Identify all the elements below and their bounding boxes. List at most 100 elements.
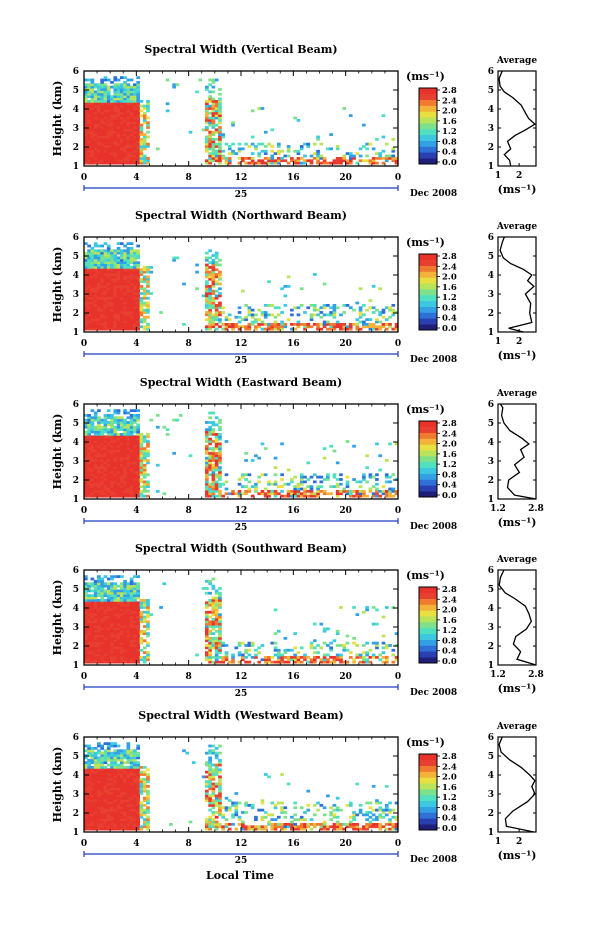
heatmap-cell <box>221 327 226 331</box>
heatmap-cell <box>119 128 124 132</box>
heatmap-cell <box>87 268 91 272</box>
heatmap-cell <box>201 294 206 298</box>
heatmap-cell <box>119 325 124 329</box>
heatmap-cell <box>110 608 114 612</box>
heatmap-cell <box>322 658 327 662</box>
heatmap-cell <box>110 822 114 826</box>
heatmap-cell <box>119 126 124 129</box>
heatmap-cell <box>375 482 379 486</box>
heatmap-cell <box>123 118 127 122</box>
heatmap-cell <box>116 485 121 488</box>
heatmap-cell <box>123 92 127 96</box>
heatmap-cell <box>293 660 297 664</box>
heatmap-cell <box>100 299 105 302</box>
heatmap-cell <box>133 303 137 307</box>
heatmap-cell <box>218 456 222 460</box>
heatmap-cell <box>106 311 111 314</box>
heatmap-cell <box>84 598 88 602</box>
heatmap-cell <box>133 625 137 628</box>
heatmap-cell <box>97 447 101 450</box>
heatmap-cell <box>110 758 114 762</box>
heatmap-cell <box>146 296 150 300</box>
heatmap-cell <box>110 794 114 798</box>
heatmap-cell <box>211 646 216 650</box>
heatmap-cell <box>84 292 88 295</box>
heatmap-cell <box>110 99 114 103</box>
heatmap-cell <box>110 282 114 286</box>
heatmap-cell <box>113 765 118 769</box>
heatmap-cell <box>113 468 118 472</box>
heatmap-cell <box>113 610 118 614</box>
heatmap-cell <box>142 318 147 321</box>
heatmap-cell <box>218 133 222 136</box>
heatmap-cell <box>123 646 127 650</box>
heatmap-cell <box>208 99 212 103</box>
heatmap-cell <box>93 494 98 498</box>
colorbar-swatch <box>419 271 437 278</box>
heatmap-cell <box>100 598 105 602</box>
heatmap-cell <box>352 636 356 640</box>
heatmap-cell <box>123 320 127 324</box>
heatmap-cell <box>106 437 111 441</box>
heatmap-cell <box>90 803 95 807</box>
heatmap-cell <box>87 428 91 431</box>
heatmap-cell <box>273 482 278 486</box>
heatmap-cell <box>208 430 212 434</box>
heatmap-cell <box>116 409 121 412</box>
heatmap-cell <box>84 299 88 302</box>
heatmap-cell <box>299 480 304 484</box>
heatmap-cell <box>113 620 118 624</box>
heatmap-cell <box>205 121 209 125</box>
heatmap-cell <box>106 322 111 326</box>
heatmap-cell <box>322 489 327 493</box>
heatmap-cell <box>139 610 144 614</box>
heatmap-cell <box>133 265 137 269</box>
heatmap-cell <box>139 273 144 276</box>
heatmap-cell <box>116 320 121 324</box>
heatmap-cell <box>84 145 88 148</box>
heatmap-cell <box>84 242 88 245</box>
heatmap-cell <box>97 88 101 91</box>
heatmap-cell <box>113 90 118 94</box>
heatmap-cell <box>365 159 369 163</box>
heatmap-cell <box>106 482 111 486</box>
heatmap-cell <box>123 409 127 412</box>
heatmap-cell <box>270 159 275 163</box>
heatmap-cell <box>84 629 88 633</box>
heatmap-cell <box>309 159 314 163</box>
heatmap-cell <box>270 482 275 486</box>
heatmap-cell <box>358 313 363 317</box>
heatmap-cell <box>136 423 140 427</box>
x-tick-label: 4 <box>133 339 139 349</box>
heatmap-cell <box>322 478 327 481</box>
heatmap-cell <box>384 492 389 496</box>
heatmap-cell <box>375 327 379 331</box>
heatmap-cell <box>100 827 105 831</box>
heatmap-cell <box>126 596 131 600</box>
heatmap-cell <box>234 325 239 329</box>
heatmap-cell <box>103 784 108 788</box>
heatmap-cell <box>280 655 284 659</box>
heatmap-cell <box>97 613 101 616</box>
heatmap-cell <box>332 655 337 659</box>
heatmap-cell <box>93 320 98 324</box>
heatmap-cell <box>133 263 137 267</box>
heatmap-cell <box>146 435 150 439</box>
heatmap-cell <box>244 318 248 321</box>
heatmap-cell <box>214 296 219 300</box>
heatmap-cell <box>208 159 212 163</box>
heatmap-cell <box>139 268 144 272</box>
heatmap-cell <box>123 303 127 307</box>
heatmap-cell <box>211 99 216 103</box>
heatmap-cell <box>205 109 209 113</box>
heatmap-cell <box>126 582 131 586</box>
heatmap-cell <box>254 487 258 491</box>
heatmap-cell <box>244 161 248 165</box>
heatmap-cell <box>100 308 105 312</box>
heatmap-cell <box>110 478 114 481</box>
heatmap-cell <box>280 653 284 657</box>
heatmap-cell <box>100 130 105 134</box>
x-tick-label: 4 <box>133 672 139 682</box>
heatmap-cell <box>97 258 101 262</box>
